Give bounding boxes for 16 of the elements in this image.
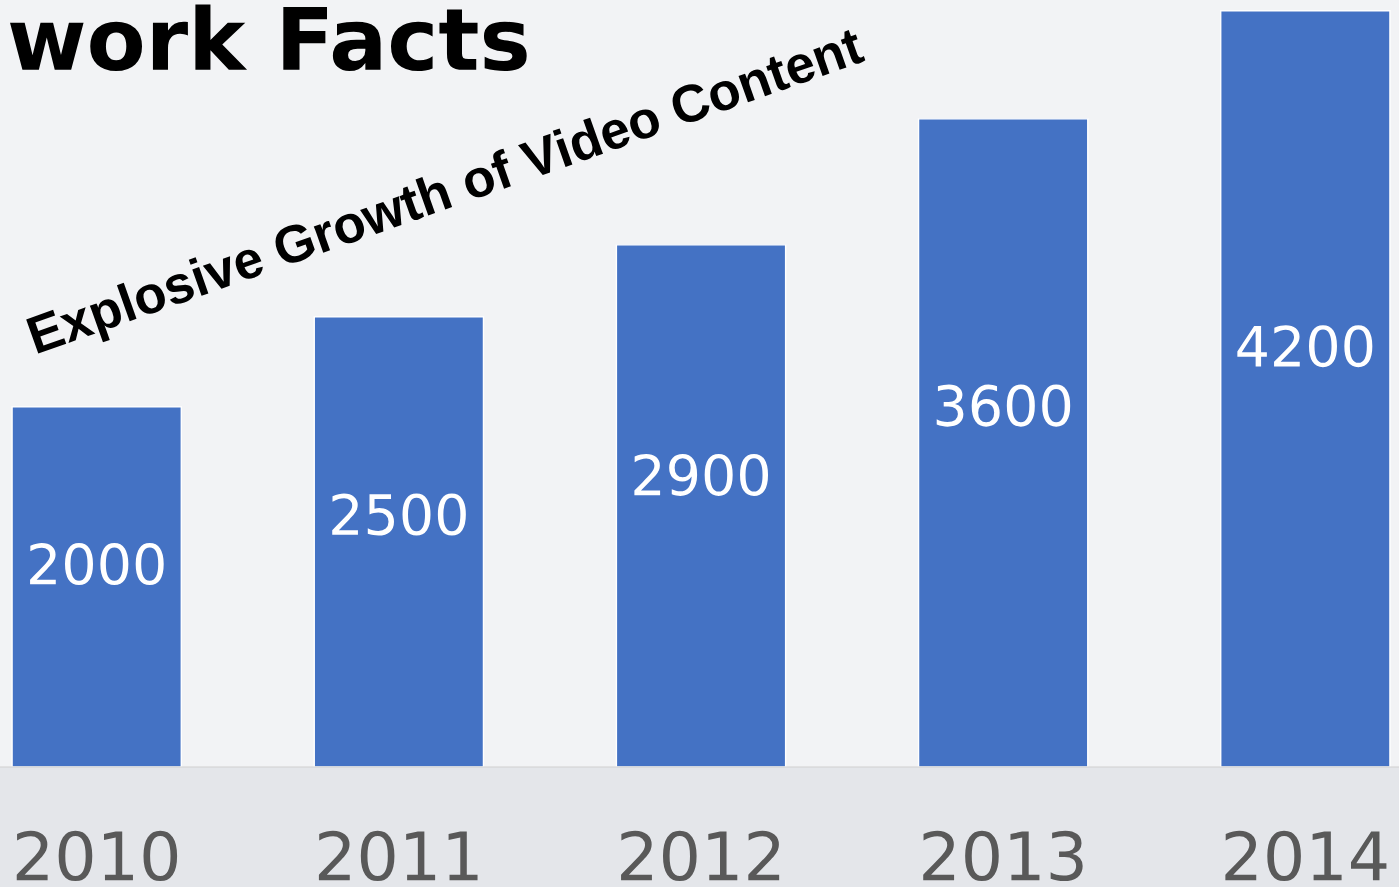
bar <box>313 316 485 767</box>
chart-title: work Facts <box>10 4 527 72</box>
x-tick-label: 2014 <box>1225 830 1387 882</box>
bar <box>615 244 787 767</box>
x-tick-label: 2011 <box>318 830 478 882</box>
bar <box>917 118 1089 767</box>
x-tick-label: 2010 <box>16 830 178 882</box>
data-label: 4200 <box>1237 325 1373 368</box>
data-label: 2000 <box>30 543 164 586</box>
x-tick-label: 2013 <box>923 830 1083 882</box>
data-label: 2500 <box>332 493 466 536</box>
x-tick-label: 2012 <box>621 830 780 882</box>
bar <box>1220 10 1391 767</box>
data-label: 3600 <box>936 384 1071 427</box>
bar <box>11 406 182 767</box>
data-label: 2900 <box>634 453 769 496</box>
